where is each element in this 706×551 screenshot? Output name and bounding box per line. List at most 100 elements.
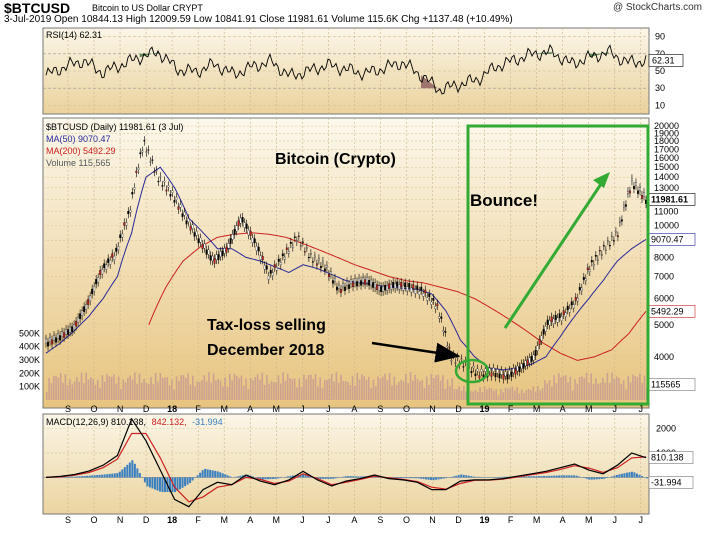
volume-bar bbox=[233, 373, 236, 400]
volume-bar bbox=[48, 377, 50, 400]
price-tick-label: 7000 bbox=[654, 272, 674, 282]
volume-bar bbox=[122, 379, 125, 400]
volume-bar bbox=[639, 373, 641, 400]
macd-histogram-bar bbox=[467, 475, 470, 478]
price-candle-body bbox=[129, 209, 132, 213]
volume-bar bbox=[161, 377, 164, 400]
bounce-box bbox=[466, 124, 650, 406]
price-tick-label: 14000 bbox=[654, 172, 679, 182]
volume-bar bbox=[437, 374, 440, 400]
volume-bar bbox=[493, 390, 495, 400]
price-candle-body bbox=[394, 283, 397, 289]
price-candle-body bbox=[542, 329, 545, 335]
volume-bar bbox=[398, 381, 400, 400]
x-tick-label: O bbox=[91, 515, 98, 525]
volume-bar bbox=[337, 382, 340, 400]
macd-histogram-bar bbox=[83, 475, 86, 478]
macd-histogram-bar bbox=[470, 476, 473, 478]
volume-bar bbox=[405, 373, 407, 400]
macd-histogram-bar bbox=[78, 476, 81, 478]
volume-bar bbox=[439, 380, 442, 400]
volume-bar bbox=[222, 386, 224, 400]
macd-histogram-bar bbox=[354, 476, 357, 478]
price-candle-body bbox=[125, 222, 128, 226]
macd-histogram-bar bbox=[108, 473, 111, 478]
macd-histogram-bar bbox=[76, 476, 79, 478]
x-tick-label: O bbox=[403, 404, 410, 414]
macd-histogram-bar bbox=[128, 462, 131, 478]
volume-bar bbox=[147, 383, 150, 400]
price-tick-label: 11000 bbox=[654, 207, 678, 217]
volume-bar bbox=[94, 384, 97, 400]
volume-bar bbox=[599, 382, 602, 400]
x-tick-label: J bbox=[639, 515, 644, 525]
rsi-series bbox=[45, 43, 647, 95]
price-candle-body bbox=[406, 286, 409, 292]
price-candle-body bbox=[522, 363, 525, 369]
volume-bar bbox=[504, 387, 507, 400]
volume-bar bbox=[66, 385, 69, 400]
volume-bar bbox=[50, 382, 53, 400]
volume-bar bbox=[435, 375, 437, 400]
macd-histogram-bar bbox=[73, 476, 76, 478]
volume-bar bbox=[597, 383, 599, 400]
macd-histogram-bar bbox=[322, 477, 325, 479]
price-candle-body bbox=[430, 301, 433, 305]
macd-histogram-bar bbox=[352, 476, 355, 478]
price-candle-body bbox=[225, 246, 228, 253]
volume-bar bbox=[539, 390, 542, 400]
price-candle-body bbox=[510, 371, 513, 377]
price-candle-body bbox=[396, 281, 399, 287]
volume-bar bbox=[430, 373, 433, 400]
macd-histogram-bar bbox=[522, 476, 525, 478]
volume-bar bbox=[525, 390, 528, 400]
volume-bar bbox=[120, 389, 122, 400]
volume-bar bbox=[101, 375, 104, 400]
macd-histogram-bar bbox=[640, 475, 643, 478]
price-candle-body bbox=[221, 250, 224, 257]
macd-histogram-bar bbox=[357, 476, 360, 478]
price-candle-body bbox=[255, 246, 258, 251]
macd-histogram-bar bbox=[630, 471, 633, 478]
price-candle-body bbox=[334, 277, 336, 282]
volume-bar bbox=[96, 379, 99, 400]
macd-histogram-bar bbox=[88, 475, 91, 478]
volume-bar bbox=[242, 385, 245, 400]
macd-histogram-bar bbox=[96, 475, 99, 478]
volume-bar bbox=[340, 374, 342, 400]
x-tick-label: N bbox=[117, 404, 124, 414]
macd-histogram-bar bbox=[234, 476, 237, 478]
macd-legend-signal: 842.132, bbox=[152, 417, 187, 427]
volume-bar bbox=[453, 388, 456, 400]
price-candle-body bbox=[247, 229, 250, 236]
volume-bar bbox=[117, 376, 120, 400]
volume-bar bbox=[574, 379, 576, 400]
price-candle-body bbox=[637, 190, 639, 194]
macd-histogram-bar bbox=[171, 477, 174, 493]
price-candle-body bbox=[376, 284, 379, 290]
price-candle-body bbox=[512, 367, 515, 374]
volume-bar bbox=[518, 393, 521, 400]
price-candle-body bbox=[532, 354, 535, 361]
price-candle-body bbox=[594, 255, 597, 257]
price-candle-body bbox=[432, 298, 435, 301]
x-tick-label: A bbox=[351, 515, 357, 525]
macd-histogram-bar bbox=[319, 477, 322, 479]
price-candle-body bbox=[165, 189, 168, 192]
macd-histogram-bar bbox=[81, 476, 84, 478]
volume-bar bbox=[569, 376, 572, 400]
macd-histogram-bar bbox=[113, 473, 116, 478]
volume-bar bbox=[590, 373, 593, 400]
price-candle-body bbox=[554, 314, 557, 320]
price-candle-body bbox=[428, 293, 431, 297]
macd-histogram-bar bbox=[553, 475, 556, 478]
rsi-legend: RSI(14) 62.31 bbox=[46, 30, 102, 40]
macd-histogram-bar bbox=[585, 477, 588, 479]
volume-bar bbox=[129, 375, 131, 400]
macd-panel bbox=[42, 413, 650, 515]
price-candle-body bbox=[496, 368, 499, 374]
volume-bar bbox=[157, 381, 159, 400]
macd-histogram-bar bbox=[359, 476, 362, 478]
price-candle-body bbox=[470, 371, 473, 374]
